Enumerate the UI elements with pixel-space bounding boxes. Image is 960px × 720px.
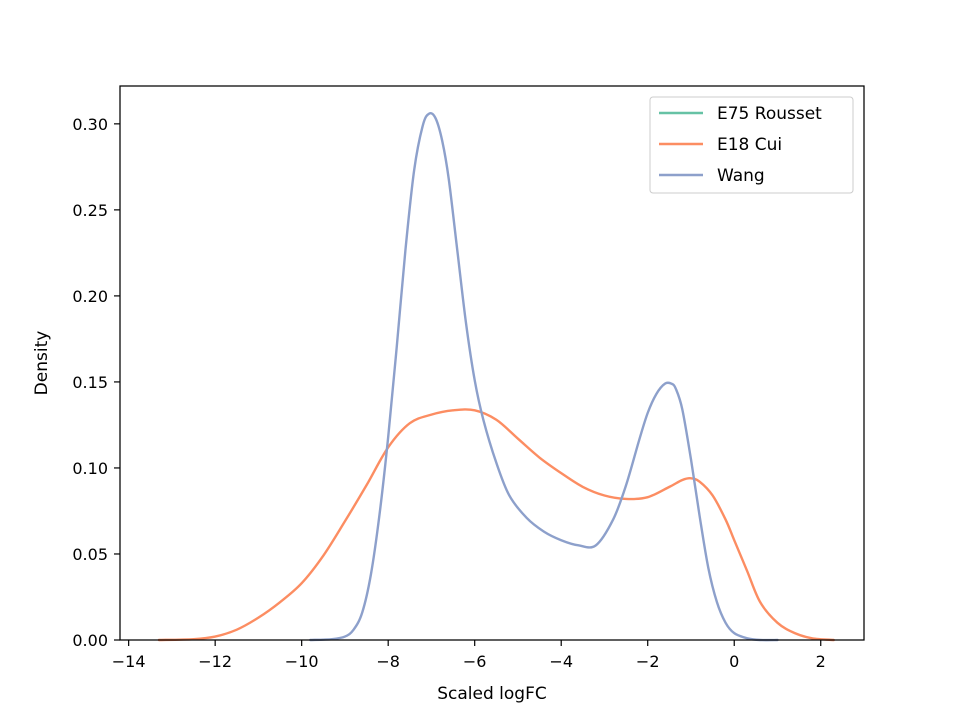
plot-area	[157, 112, 835, 642]
y-tick-label: 0.05	[72, 545, 108, 564]
x-tick-label: −10	[285, 652, 319, 671]
y-tick-label: 0.20	[72, 287, 108, 306]
x-tick-label: −2	[636, 652, 660, 671]
y-axis-label: Density	[32, 331, 52, 396]
series-line-1	[157, 408, 835, 642]
series-line-2	[309, 112, 779, 642]
x-tick-label: −14	[112, 652, 146, 671]
legend-label: E18 Cui	[717, 135, 782, 155]
x-axis-label: Scaled logFC	[437, 684, 547, 704]
legend-box	[649, 96, 854, 194]
legend-label: E75 Rousset	[717, 104, 822, 124]
y-tick-label: 0.00	[72, 631, 108, 650]
x-tick-label: 0	[729, 652, 739, 671]
x-axis: −14 −12 −10 −8 −6 −4 −2 0 2	[112, 640, 826, 671]
y-axis: 0.00 0.05 0.10 0.15 0.20 0.25 0.30	[72, 115, 120, 650]
y-tick-label: 0.10	[72, 459, 108, 478]
plot-frame	[119, 85, 865, 641]
legend-label: Wang	[717, 166, 765, 186]
legend: E75 Rousset E18 Cui Wang	[649, 96, 854, 194]
x-tick-label: 2	[816, 652, 826, 671]
x-tick-label: −4	[549, 652, 573, 671]
x-tick-label: −12	[198, 652, 232, 671]
y-tick-label: 0.15	[72, 373, 108, 392]
x-tick-label: −8	[376, 652, 400, 671]
y-tick-label: 0.25	[72, 201, 108, 220]
x-tick-label: −6	[463, 652, 487, 671]
y-tick-label: 0.30	[72, 115, 108, 134]
